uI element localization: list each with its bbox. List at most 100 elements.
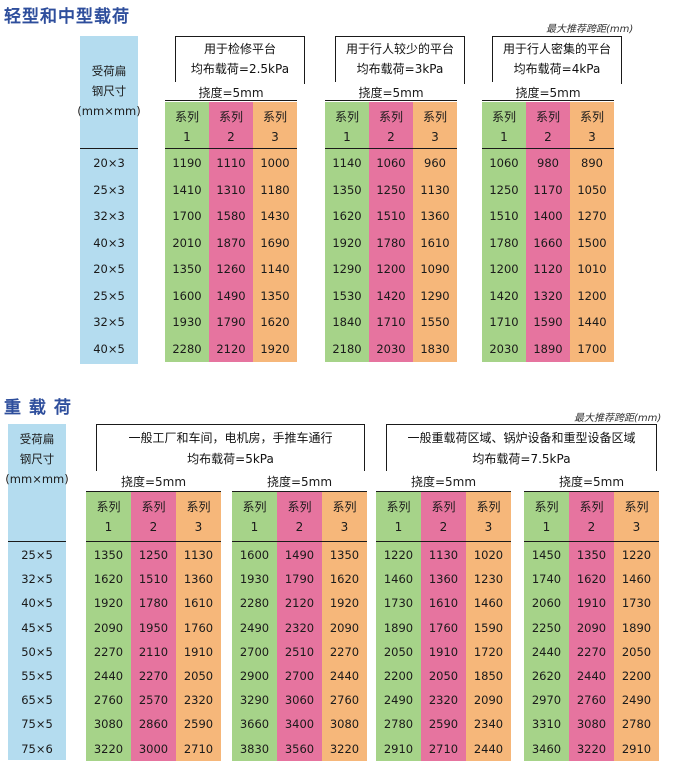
span-value: 2320	[428, 693, 459, 708]
deflection-label: 挠度=5mm	[165, 82, 297, 102]
span-value: 1830	[420, 341, 450, 356]
series-label: 系列 2	[421, 496, 466, 538]
size-cell: 32×3	[93, 209, 125, 223]
span-value: 2090	[576, 620, 607, 635]
span-value: 2320	[183, 693, 214, 708]
group-purpose: 用于行人较少的平台	[345, 41, 454, 56]
size-cell: 40×5	[21, 596, 53, 611]
group-load: 均布载荷=2.5kPa	[190, 61, 290, 76]
span-value: 2120	[216, 341, 246, 356]
span-value: 2910	[383, 741, 414, 756]
span-value: 2860	[138, 717, 169, 732]
span-value: 1490	[284, 548, 315, 562]
size-header-line: (mm×mm)	[5, 472, 69, 486]
span-value: 1460	[383, 572, 414, 587]
series-word: 系列	[386, 500, 411, 514]
span-value: 1050	[577, 182, 607, 197]
series-column-1	[86, 491, 131, 761]
series-word: 系列	[579, 500, 604, 514]
span-value: 2760	[576, 693, 607, 708]
span-value: 2050	[621, 644, 652, 659]
series-column-1	[524, 491, 569, 761]
span-value: 2760	[93, 693, 124, 708]
span-value: 3660	[239, 717, 270, 732]
span-value: 1600	[239, 548, 270, 562]
span-value: 1510	[138, 572, 169, 587]
span-value: 1870	[216, 235, 246, 250]
series-label: 系列 1	[232, 496, 277, 538]
span-value: 1710	[489, 315, 519, 329]
series-label: 系列 3	[176, 496, 221, 538]
span-value: 1760	[183, 620, 214, 635]
span-value: 1590	[533, 315, 563, 329]
span-value: 2490	[383, 693, 414, 708]
size-cell: 45×5	[21, 620, 53, 635]
deflection-label: 挠度=5mm	[524, 471, 659, 491]
size-header-line: 受荷扁	[19, 432, 55, 446]
span-value: 2060	[531, 596, 562, 611]
size-header-line: 钢尺寸	[19, 452, 55, 466]
deflection-label: 挠度=5mm	[482, 82, 614, 102]
span-value: 2700	[284, 669, 315, 683]
span-value: 1840	[332, 315, 362, 329]
span-value: 2780	[621, 717, 652, 732]
series-word: 系列	[96, 500, 121, 514]
span-value: 1700	[172, 209, 202, 223]
unit-note: 最大推荐跨距(mm)	[546, 24, 634, 35]
span-value: 1510	[489, 209, 519, 223]
size-cell: 55×5	[21, 669, 53, 683]
span-value: 1920	[260, 341, 290, 356]
deflection-underline	[482, 100, 614, 101]
size-header-line: (mm×mm)	[77, 104, 141, 118]
span-value: 1890	[383, 620, 414, 635]
series-label: 系列 2	[369, 106, 413, 148]
series-number: 1	[542, 520, 551, 534]
span-value: 1250	[489, 182, 519, 197]
span-value: 1930	[172, 315, 202, 329]
span-value: 1890	[533, 341, 563, 356]
series-number: 2	[587, 520, 596, 534]
span-value: 3400	[284, 717, 315, 732]
span-value: 2280	[239, 596, 270, 611]
series-number: 3	[340, 520, 349, 534]
deflection-underline	[232, 491, 367, 492]
series-column-2	[369, 100, 413, 362]
series-label: 系列 2	[277, 496, 322, 538]
series-number: 3	[632, 520, 641, 534]
series-label: 系列 3	[570, 106, 614, 148]
span-value: 2320	[284, 620, 315, 635]
span-value: 1740	[531, 572, 562, 587]
span-value: 1290	[420, 288, 450, 303]
series-word: 系列	[262, 110, 287, 124]
span-value: 1690	[260, 235, 290, 250]
span-value: 3830	[239, 741, 270, 756]
series-label: 系列 3	[413, 106, 457, 148]
span-value: 1620	[332, 209, 362, 223]
span-value: 2250	[531, 620, 562, 635]
series-number: 2	[227, 130, 235, 144]
span-value: 2050	[428, 669, 459, 683]
series-number: 3	[271, 130, 279, 144]
series-column-1	[482, 100, 526, 362]
size-header-line: 钢尺寸	[91, 84, 127, 98]
size-cell: 20×3	[93, 156, 125, 170]
span-value: 1360	[420, 209, 450, 223]
series-word: 系列	[431, 500, 456, 514]
series-label: 系列 3	[253, 106, 297, 148]
span-value: 1360	[428, 572, 459, 587]
span-value: 2570	[138, 693, 169, 708]
series-label: 系列 2	[526, 106, 570, 148]
series-header-divider	[524, 541, 659, 542]
series-column-1	[232, 491, 277, 761]
span-value: 1130	[183, 548, 214, 562]
span-value: 1060	[376, 156, 406, 170]
span-value: 2490	[621, 693, 652, 708]
span-value: 1140	[332, 156, 362, 170]
series-column-3	[413, 100, 457, 362]
size-header: 受荷扁钢尺寸 (mm×mm)	[5, 428, 69, 490]
deflection-underline	[165, 100, 297, 101]
series-header-divider	[86, 541, 221, 542]
series-number: 2	[295, 520, 304, 534]
size-column-background	[80, 36, 138, 364]
size-header-divider	[80, 148, 138, 149]
